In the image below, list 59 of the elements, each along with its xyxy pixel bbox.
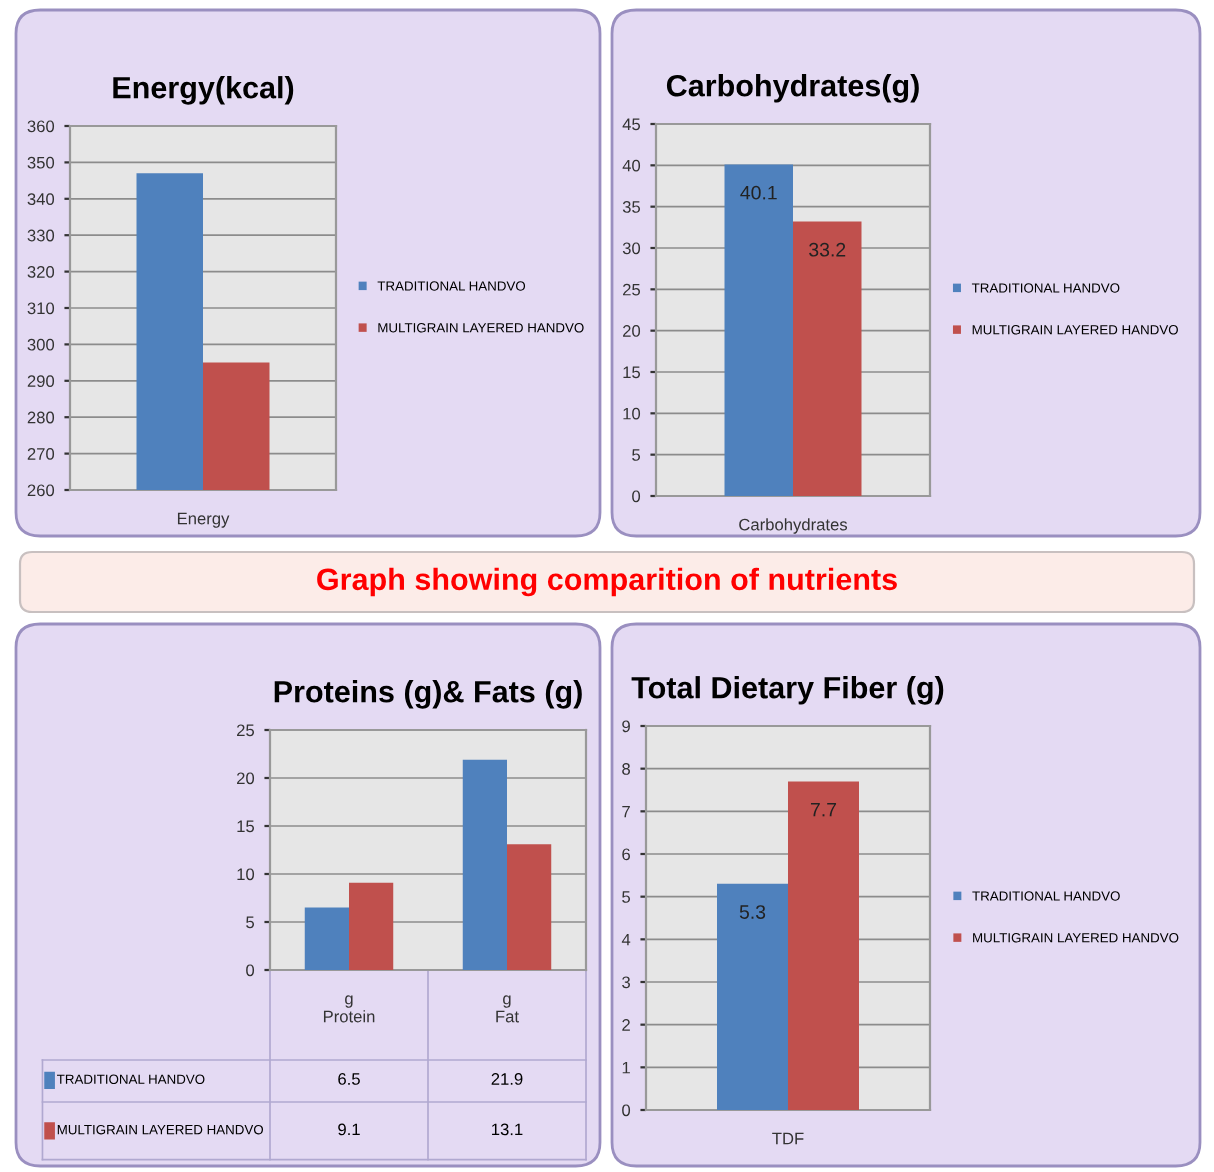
data-label: 7.7 [810, 802, 837, 817]
y-tick-label: 0 [632, 490, 641, 503]
y-tick-label: 5 [632, 449, 641, 461]
y-tick-label: 45 [622, 118, 641, 131]
y-tick-label: 340 [27, 193, 55, 205]
y-tick-label: 25 [237, 724, 255, 737]
x-tick-label: g Protein [323, 995, 375, 1023]
y-tick-label: 40 [622, 159, 641, 172]
y-tick-label: 35 [622, 201, 641, 213]
chart-title: Carbohydrates(g) [666, 74, 919, 103]
y-tick-label: 0 [246, 964, 255, 977]
y-tick-label: 9 [622, 720, 630, 733]
y-tick-label: 300 [27, 338, 55, 351]
y-tick-label: 1 [622, 1061, 630, 1074]
data-label: 6.5 [338, 1073, 360, 1085]
y-tick-label: 310 [27, 302, 55, 315]
y-tick-label: 7 [622, 805, 630, 818]
y-tick-label: 270 [27, 448, 55, 460]
y-tick-label: 4 [621, 933, 631, 946]
data-label: 5.3 [739, 905, 766, 919]
x-tick-label: g Fat [496, 995, 519, 1023]
bar [349, 882, 394, 970]
y-tick-label: 290 [27, 375, 55, 387]
y-tick-label: 260 [27, 484, 55, 497]
y-tick-label: 5 [246, 916, 255, 929]
chart-title: Proteins (g)& Fats (g) [274, 680, 582, 709]
y-tick-label: 2 [622, 1019, 630, 1031]
y-tick-label: 5 [622, 891, 631, 903]
y-tick-label: 20 [237, 772, 255, 785]
text: Graph showing comparition of nutrients [317, 567, 897, 597]
y-tick-label: 10 [623, 407, 641, 420]
y-tick-label: 30 [622, 242, 641, 255]
data-label: 33.2 [809, 242, 846, 257]
y-tick-label: 320 [27, 266, 55, 278]
y-tick-label: 0 [622, 1104, 631, 1117]
chart-title: Energy(kcal) [113, 76, 294, 105]
y-tick-label: 15 [623, 366, 641, 379]
data-label: 21.9 [491, 1073, 523, 1085]
y-tick-label: 6 [622, 848, 630, 861]
chart-title: Total Dietary Fiber (g) [631, 676, 944, 705]
data-label: 40.1 [740, 185, 777, 200]
data-label: 9.1 [338, 1123, 360, 1136]
y-tick-label: 3 [622, 976, 630, 989]
bar [507, 844, 552, 970]
y-tick-label: 15 [237, 820, 255, 833]
bar [304, 907, 349, 970]
y-tick-label: 350 [27, 156, 55, 169]
x-tick-label: TDF [772, 1132, 804, 1145]
y-tick-label: 10 [237, 868, 255, 881]
x-tick-label: Carbohydrates [739, 518, 848, 534]
bar [462, 759, 507, 970]
y-tick-label: 280 [27, 411, 55, 424]
y-tick-label: 360 [27, 120, 55, 133]
y-tick-label: 330 [27, 229, 55, 242]
y-tick-label: 25 [623, 283, 641, 296]
x-tick-label: Energy [177, 512, 230, 528]
y-tick-label: 20 [623, 325, 641, 337]
y-tick-label: 8 [622, 763, 630, 775]
data-label: 13.1 [492, 1123, 523, 1136]
